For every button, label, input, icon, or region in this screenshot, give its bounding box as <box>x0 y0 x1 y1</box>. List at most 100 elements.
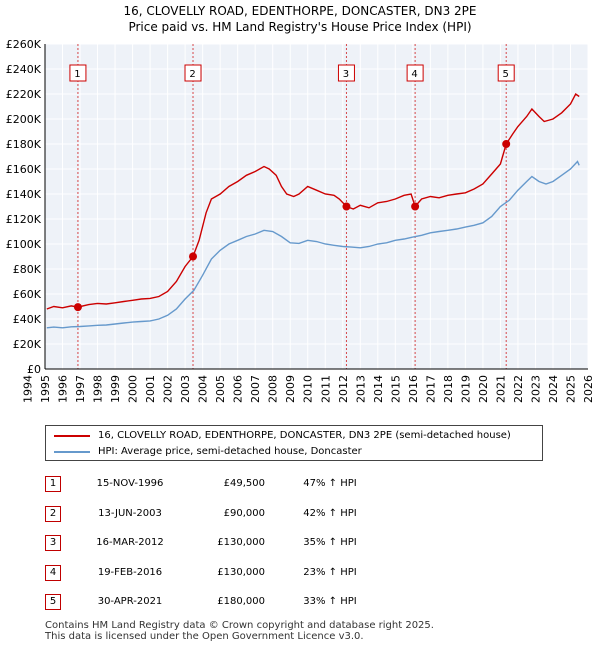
x-tick-label: 2024 <box>547 375 560 403</box>
y-tick-label: £220K <box>6 88 42 101</box>
chart-title: 16, CLOVELLY ROAD, EDENTHORPE, DONCASTER… <box>123 4 477 18</box>
x-tick-label: 1995 <box>39 375 52 403</box>
x-tick-label: 1994 <box>21 375 34 403</box>
y-tick-label: £160K <box>6 163 42 176</box>
sale-hpi-change: 35% ↑ HPI <box>303 537 357 548</box>
x-tick-label: 2009 <box>284 375 297 403</box>
sale-marker-box <box>337 64 355 82</box>
price-chart: £0 £20K £40K £60K £80K £100K £120K £140K £160K £1… <box>6 38 595 403</box>
plot-background <box>45 44 588 369</box>
hpi-line <box>46 160 580 329</box>
y-tick-label: £60K <box>13 288 42 301</box>
sale-hpi-change: 23% ↑ HPI <box>303 566 357 578</box>
x-tick-label: 1997 <box>74 375 87 403</box>
x-tick-label: 2010 <box>302 375 315 403</box>
sale-price: £130,000 <box>217 566 265 578</box>
sale-row: 4 19-FEB-2016 £130,000 23% ↑ HPI <box>45 561 575 591</box>
x-tick-label: 2016 <box>407 375 420 403</box>
sale-number-badge: 1 <box>45 476 61 492</box>
x-tick-label: 2003 <box>179 375 192 403</box>
x-tick-label: 2004 <box>197 375 210 403</box>
x-tick-label: 2002 <box>162 375 175 403</box>
sale-row: 3 16-MAR-2012 £130,000 35% ↑ HPI <box>45 531 575 561</box>
x-tick-label: 2023 <box>529 375 542 403</box>
sale-price: £90,000 <box>223 507 265 519</box>
x-tick-label: 1998 <box>92 375 105 403</box>
chart-legend: 16, CLOVELLY ROAD, EDENTHORPE, DONCASTER… <box>45 425 543 461</box>
chart-subtitle: Price paid vs. HM Land Registry's House … <box>128 20 472 34</box>
sale-date: 30-APR-2021 <box>97 596 163 607</box>
x-tick-label: 2015 <box>389 375 402 403</box>
sale-row: 2 13-JUN-2003 £90,000 42% ↑ HPI <box>45 502 575 532</box>
sale-point <box>189 252 198 261</box>
x-tick-label: 2006 <box>232 375 245 403</box>
sale-marker-label: 1 <box>74 69 80 80</box>
sale-point <box>502 140 511 148</box>
sale-row: 1 15-NOV-1996 £49,500 47% ↑ HPI <box>45 472 575 502</box>
sale-marker-box <box>406 64 424 82</box>
x-tick-label: 2001 <box>144 375 157 403</box>
sale-marker-label: 5 <box>503 69 509 80</box>
sale-number-badge: 3 <box>45 535 61 551</box>
x-tick-label: 2012 <box>337 375 350 403</box>
sale-price: £180,000 <box>217 596 265 607</box>
y-tick-label: £40K <box>13 313 42 326</box>
y-tick-label: £260K <box>6 38 42 51</box>
y-tick-label: £140K <box>6 188 42 201</box>
sale-number-badge: 4 <box>45 564 61 581</box>
x-tick-label: 2008 <box>267 375 280 403</box>
x-tick-label: 2026 <box>582 375 595 403</box>
x-tick-label: 1999 <box>109 375 122 403</box>
sale-point <box>411 202 420 211</box>
sale-marker-box <box>69 64 87 82</box>
sales-table: 1 15-NOV-1996 £49,500 47% ↑ HPI 2 13-JUN… <box>45 472 575 620</box>
sale-date: 13-JUN-2003 <box>98 507 162 519</box>
sale-hpi-change: 42% ↑ HPI <box>303 507 357 519</box>
footer-copyright: Contains HM Land Registry data © Crown c… <box>45 620 434 631</box>
x-tick-label: 2011 <box>319 375 332 403</box>
y-tick-label: £180K <box>6 138 42 151</box>
x-tick-label: 2013 <box>354 375 367 403</box>
y-tick-label: £80K <box>13 263 42 276</box>
chart-title-block: 16, CLOVELLY ROAD, EDENTHORPE, DONCASTER… <box>0 3 600 35</box>
sale-point <box>342 202 351 211</box>
sale-number-badge: 2 <box>45 505 61 522</box>
property-price-line <box>46 92 580 310</box>
x-tick-label: 2000 <box>127 375 140 403</box>
x-tick-label: 2014 <box>372 375 385 403</box>
x-tick-label: 2005 <box>214 375 227 403</box>
legend-label-hpi: HPI: Average price, semi-detached house,… <box>98 446 362 457</box>
x-tick-label: 2020 <box>477 375 490 403</box>
x-tick-label: 2019 <box>459 375 472 403</box>
legend-label-property: 16, CLOVELLY ROAD, EDENTHORPE, DONCASTER… <box>98 430 511 441</box>
legend-line-hpi <box>54 451 90 453</box>
sale-date: 19-FEB-2016 <box>97 566 163 578</box>
y-tick-label: £200K <box>6 113 42 126</box>
sale-hpi-change: 47% ↑ HPI <box>303 478 357 489</box>
sale-price: £49,500 <box>223 478 265 489</box>
x-tick-label: 2018 <box>442 375 455 403</box>
x-tick-label: 2007 <box>249 375 262 403</box>
sale-marker-label: 2 <box>189 69 195 80</box>
sale-marker-label: 3 <box>343 69 349 80</box>
sale-price: £130,000 <box>217 537 265 548</box>
y-tick-label: £0 <box>27 363 41 376</box>
sale-marker-box <box>497 64 515 82</box>
sale-date: 16-MAR-2012 <box>96 537 164 548</box>
x-tick-label: 1996 <box>57 375 70 403</box>
y-tick-label: £20K <box>13 338 42 351</box>
sale-date: 15-NOV-1996 <box>96 478 164 489</box>
sale-marker-box <box>184 64 202 82</box>
sale-marker-label: 4 <box>411 69 417 80</box>
sale-hpi-change: 33% ↑ HPI <box>303 596 357 607</box>
x-tick-label: 2017 <box>424 375 437 403</box>
x-tick-label: 2022 <box>512 375 525 403</box>
sale-row: 5 30-APR-2021 £180,000 33% ↑ HPI <box>45 590 575 620</box>
y-tick-label: £120K <box>6 213 42 226</box>
legend-line-property <box>54 435 90 437</box>
y-tick-label: £100K <box>6 238 42 251</box>
footer-licence: This data is licensed under the Open Gov… <box>45 631 364 642</box>
x-tick-label: 2021 <box>494 375 507 403</box>
x-tick-label: 2025 <box>564 375 577 403</box>
sale-point <box>73 303 82 312</box>
